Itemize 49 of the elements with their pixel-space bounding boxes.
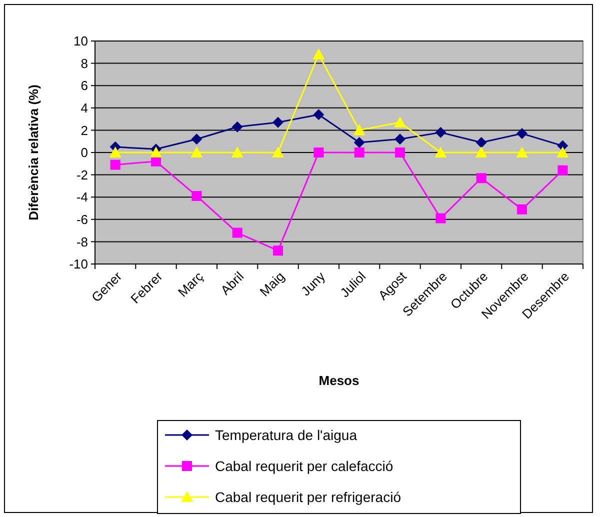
point [190,146,203,158]
point [394,134,406,145]
y-tick-label: -10 [69,256,88,272]
point [151,156,161,166]
point [313,109,324,120]
point [354,136,365,148]
y-tick-label: 2 [80,122,88,138]
point [110,160,120,170]
point [354,148,364,158]
point [232,121,243,132]
point [436,213,446,224]
point [434,146,447,158]
y-tick-label: 8 [80,56,88,71]
point [232,228,242,238]
y-tick-label: -2 [76,167,88,182]
y-tick-label: 4 [80,100,88,116]
point [150,146,162,158]
legend-label: Cabal requerit per refrigeració [215,488,402,505]
point [231,146,244,158]
point [395,148,405,158]
y-tick-label: -4 [76,190,88,205]
point [435,126,446,138]
point [476,173,486,184]
point [109,146,122,158]
y-tick-label: -8 [76,234,88,250]
point [558,165,568,176]
point [312,48,325,60]
point [191,134,202,145]
x-axis-title: Mesos [318,373,360,388]
y-tick-label: 6 [80,78,88,94]
point [273,246,283,256]
point [272,146,284,158]
point [394,116,406,128]
y-tick-label: 10 [74,34,88,49]
point [516,146,528,158]
y-axis-title: Diferència relativa (%) [26,84,41,220]
point [192,190,202,201]
point [517,204,527,214]
point [476,136,487,148]
point [272,116,284,128]
point [314,148,324,158]
legend-label: Cabal requerit per calefacció [215,458,394,474]
point [556,146,569,158]
point [353,124,366,136]
point [516,128,528,140]
y-tick-label: -6 [76,212,88,227]
point [475,146,488,158]
y-tick-label: 0 [80,145,88,160]
legend-label: Temperatura de l'aigua [215,426,358,443]
